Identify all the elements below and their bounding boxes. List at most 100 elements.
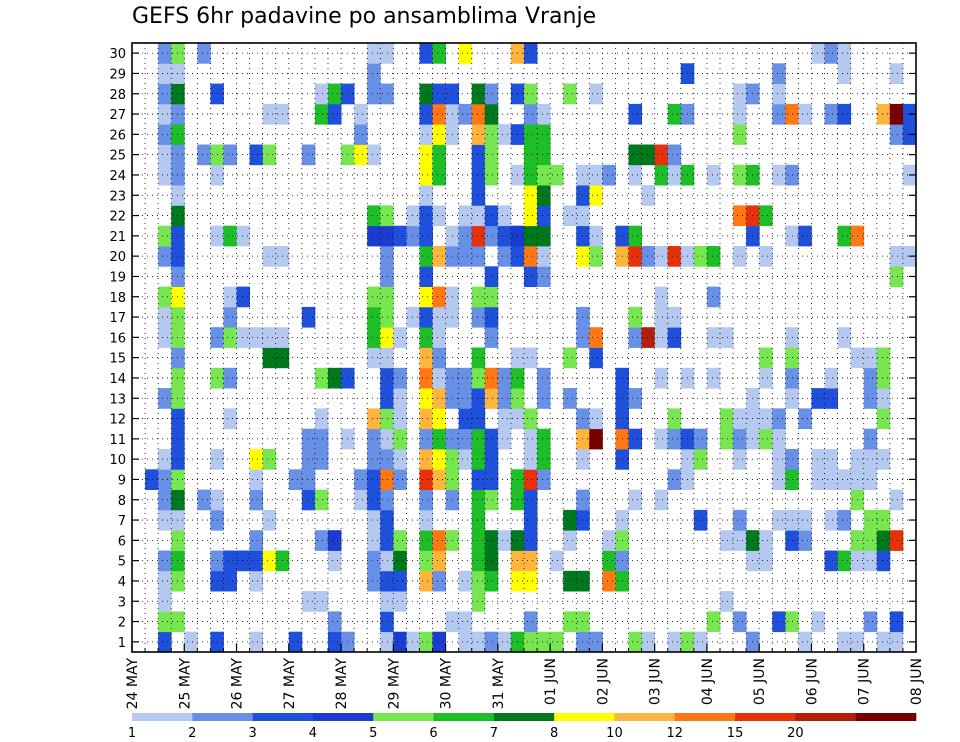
heatmap-cells — [145, 43, 917, 653]
heatmap-cell — [693, 428, 708, 450]
heatmap-cell — [497, 124, 512, 145]
heatmap-cell — [733, 530, 747, 551]
heatmap-cell — [432, 469, 446, 490]
heatmap-cell — [876, 347, 891, 369]
heatmap-cell — [419, 286, 433, 308]
heatmap-cell — [759, 550, 773, 572]
heatmap-cell — [262, 327, 277, 348]
heatmap-cell — [432, 144, 446, 166]
heatmap-cell — [432, 408, 446, 430]
heatmap-cell — [367, 63, 381, 84]
heatmap-cell — [432, 205, 446, 227]
heatmap-cell — [837, 550, 852, 572]
x-tick-label: 25 MAY — [177, 658, 193, 710]
heatmap-cell — [367, 347, 381, 369]
heatmap-cell — [484, 225, 499, 247]
heatmap-cell — [158, 225, 172, 247]
colorbar-label: 15 — [727, 726, 744, 741]
chart-title: GEFS 6hr padavine po ansamblima Vranje — [132, 4, 597, 29]
heatmap-cell — [432, 347, 446, 369]
heatmap-cell — [419, 489, 433, 511]
heatmap-cell — [759, 428, 773, 450]
heatmap-cell — [288, 631, 303, 653]
heatmap-cell — [824, 469, 838, 490]
heatmap-cell — [537, 103, 551, 125]
heatmap-cell — [576, 185, 590, 206]
heatmap-cell — [471, 469, 486, 490]
heatmap-cell — [249, 327, 264, 348]
heatmap-cell — [197, 489, 211, 511]
heatmap-cell — [667, 164, 682, 186]
heatmap-cell — [367, 43, 381, 64]
heatmap-cell — [419, 185, 433, 206]
heatmap-cell — [484, 570, 499, 592]
heatmap-cell — [641, 631, 656, 653]
heatmap-cell — [158, 631, 172, 653]
heatmap-cell — [393, 225, 407, 247]
heatmap-cell — [693, 631, 708, 653]
heatmap-cell — [628, 388, 642, 409]
heatmap-cell — [471, 306, 486, 328]
heatmap-cell — [524, 550, 538, 572]
heatmap-cell — [458, 103, 473, 125]
heatmap-cell — [367, 550, 381, 572]
y-tick-label: 25 — [109, 149, 126, 164]
heatmap-cell — [471, 388, 486, 409]
y-tick-label: 6 — [118, 534, 126, 549]
heatmap-cell — [524, 225, 538, 247]
heatmap-cell — [811, 449, 825, 470]
heatmap-cell — [811, 43, 825, 64]
heatmap-cell — [328, 530, 342, 551]
heatmap-cell — [876, 449, 891, 470]
heatmap-cell — [576, 631, 590, 653]
heatmap-cell — [419, 570, 433, 592]
heatmap-cell — [432, 367, 446, 389]
heatmap-cell — [262, 144, 277, 166]
heatmap-cell — [458, 408, 473, 430]
heatmap-cell — [419, 631, 433, 653]
heatmap-cell — [824, 509, 838, 531]
heatmap-cell — [524, 530, 538, 551]
heatmap-cell — [432, 124, 446, 145]
heatmap-cell — [367, 306, 381, 328]
heatmap-cell — [667, 246, 682, 267]
heatmap-cell — [471, 103, 486, 125]
heatmap-cell — [262, 103, 277, 125]
heatmap-cell — [628, 144, 642, 166]
heatmap-cell — [471, 449, 486, 470]
colorbar-label: 1 — [128, 726, 136, 741]
heatmap-cell — [458, 367, 473, 389]
x-tick-label: 04 JUN — [700, 658, 716, 705]
heatmap-cell — [654, 367, 669, 389]
heatmap-cell — [419, 428, 433, 450]
heatmap-cell — [223, 408, 237, 430]
heatmap-cell — [314, 103, 329, 125]
y-tick-label: 27 — [109, 108, 126, 123]
heatmap-cell — [484, 83, 499, 105]
heatmap-cell — [419, 124, 433, 145]
heatmap-cell — [458, 388, 473, 409]
heatmap-cell — [733, 205, 747, 227]
heatmap-cell — [837, 225, 852, 247]
heatmap-cell — [876, 367, 891, 389]
heatmap-cell — [471, 124, 486, 145]
heatmap-cell — [484, 469, 499, 490]
heatmap-cell — [328, 550, 342, 572]
heatmap-cell — [158, 469, 172, 490]
heatmap-cell — [524, 509, 538, 531]
heatmap-cell — [249, 469, 264, 490]
heatmap-cell — [301, 489, 316, 511]
heatmap-cell — [759, 367, 773, 389]
y-tick-label: 3 — [118, 595, 126, 610]
heatmap-cell — [158, 449, 172, 470]
heatmap-cell — [432, 449, 446, 470]
heatmap-cell — [693, 449, 708, 470]
heatmap-cell — [798, 631, 812, 653]
heatmap-cell — [301, 306, 316, 328]
heatmap-cell — [537, 469, 551, 490]
heatmap-cell — [563, 611, 577, 633]
heatmap-cell — [733, 246, 747, 267]
heatmap-cell — [314, 428, 329, 450]
heatmap-cell — [314, 591, 329, 612]
y-tick-label: 26 — [109, 128, 126, 143]
